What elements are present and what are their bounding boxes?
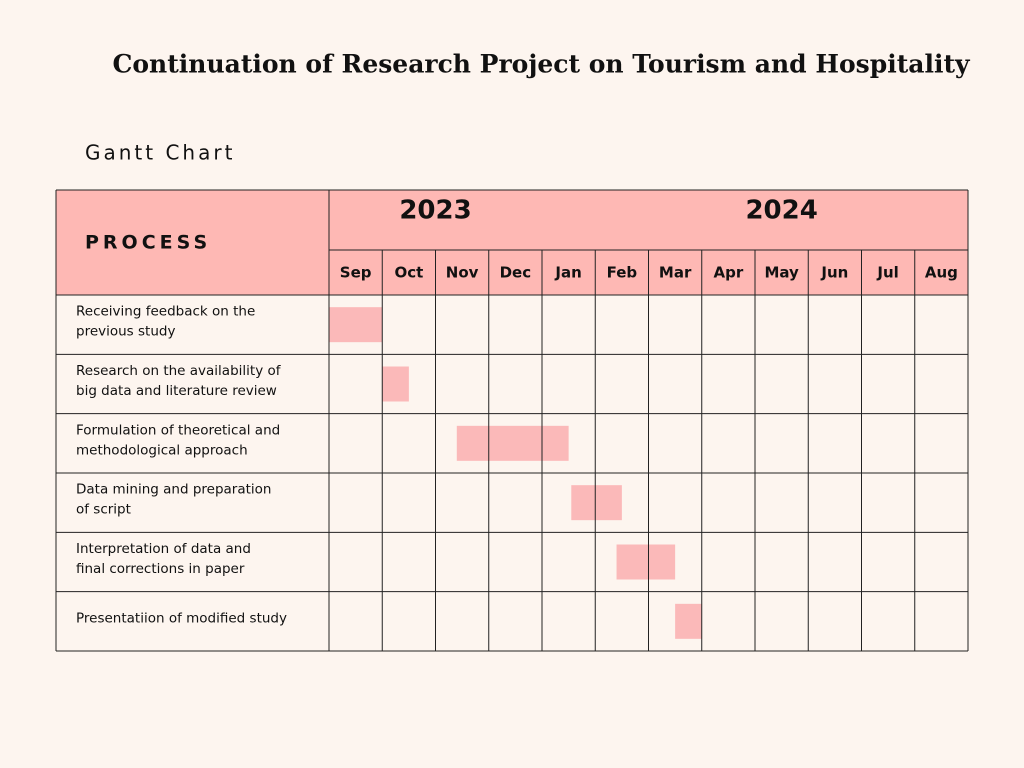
task-bar	[456, 425, 569, 461]
task-bar	[329, 307, 383, 343]
task-label: final corrections in paper	[76, 561, 245, 577]
month-label: Jan	[554, 264, 581, 282]
year-label: 2024	[745, 196, 817, 226]
month-label: Jun	[820, 264, 848, 282]
task-label: previous study	[76, 324, 175, 340]
month-label: Dec	[500, 264, 532, 282]
task-label: of script	[76, 502, 131, 518]
month-label: Oct	[394, 264, 423, 282]
month-label: May	[764, 264, 799, 282]
task-label: Research on the availability of	[76, 363, 282, 379]
year-label: 2023	[399, 196, 471, 226]
process-header: PROCESS	[85, 232, 211, 254]
month-label: Jul	[876, 264, 898, 282]
task-label: Formulation of theoretical and	[76, 422, 280, 438]
task-label: Presentatiion of modified study	[76, 610, 287, 626]
task-bar	[382, 366, 409, 402]
task-label: Interpretation of data and	[76, 541, 251, 557]
month-label: Feb	[607, 264, 638, 282]
task-label: big data and literature review	[76, 383, 277, 399]
header-background	[56, 190, 968, 295]
task-label: Data mining and preparation	[76, 482, 272, 498]
task-bar	[571, 485, 622, 521]
task-bar	[616, 544, 676, 580]
month-label: Sep	[340, 264, 372, 282]
task-bar	[675, 603, 702, 639]
task-label: Receiving feedback on the	[76, 304, 255, 320]
month-label: Apr	[714, 264, 744, 282]
month-label: Mar	[659, 264, 692, 282]
task-label: methodological approach	[76, 442, 248, 458]
chart-title: Continuation of Research Project on Tour…	[112, 50, 971, 79]
month-label: Aug	[925, 264, 958, 282]
month-label: Nov	[446, 264, 479, 282]
chart-subtitle: Gantt Chart	[85, 141, 235, 165]
